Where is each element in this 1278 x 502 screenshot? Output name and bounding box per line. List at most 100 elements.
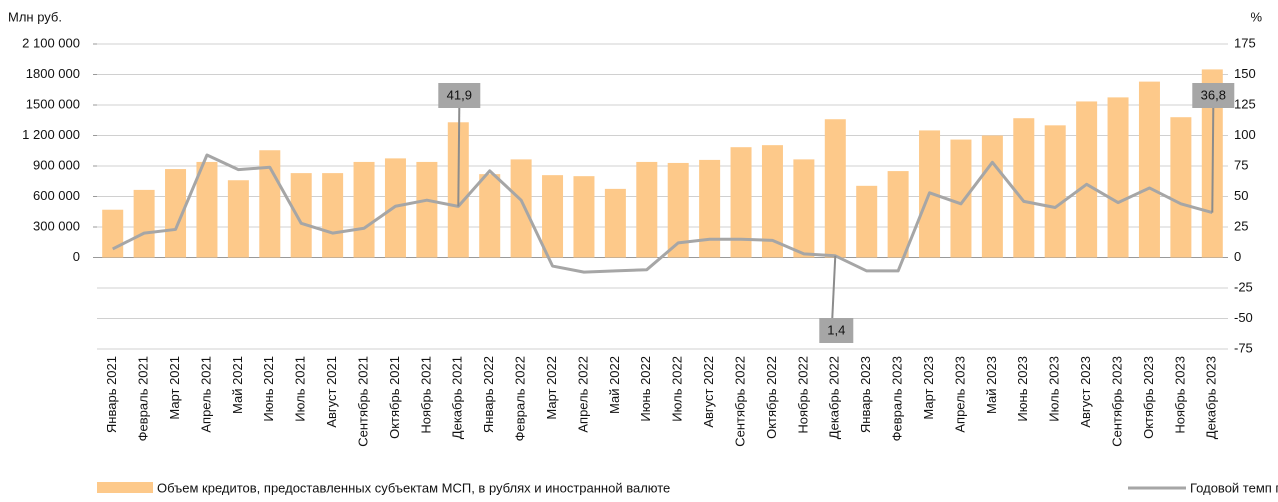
x-tick-label: Март 2021 <box>167 356 182 420</box>
bar <box>604 188 626 258</box>
callout-box <box>1192 83 1235 108</box>
x-tick-label: Январь 2021 <box>104 356 119 433</box>
x-tick-label: Сентябрь 2022 <box>732 356 747 447</box>
bar <box>730 147 752 258</box>
bar <box>1044 125 1066 258</box>
x-tick-label: Октябрь 2021 <box>387 356 402 439</box>
y-tick-label: 0 <box>73 249 80 264</box>
callout-leader <box>457 107 461 207</box>
y2-tick-label: 0 <box>1234 249 1241 264</box>
y2-tick-label: 150 <box>1234 66 1256 81</box>
x-tick-label: Ноябрь 2022 <box>795 356 810 434</box>
bar <box>1170 117 1192 258</box>
bar <box>510 159 532 258</box>
legend-label: Годовой темп прироста (правая шкала) <box>1190 480 1278 495</box>
x-tick-label: Ноябрь 2021 <box>418 356 433 434</box>
bar <box>102 209 124 258</box>
x-tick-label: Май 2022 <box>607 356 622 414</box>
y2-tick-label: 175 <box>1234 35 1256 50</box>
bar <box>981 135 1003 258</box>
bar <box>667 162 689 258</box>
x-tick-label: Сентябрь 2021 <box>355 356 370 447</box>
bar <box>761 145 783 258</box>
x-tick-label: Январь 2022 <box>481 356 496 433</box>
bar <box>196 161 218 258</box>
x-tick-label: Декабрь 2021 <box>450 356 465 439</box>
bar <box>856 185 878 258</box>
y2-axis-title: % <box>1250 9 1262 24</box>
x-tick-label: Май 2021 <box>230 356 245 414</box>
bar <box>353 161 375 258</box>
x-tick-label: Март 2022 <box>544 356 559 420</box>
bar <box>165 169 187 258</box>
y-tick-label: 1 200 000 <box>22 127 80 142</box>
data-label: 41,9 <box>447 87 472 102</box>
y2-tick-label: 75 <box>1234 157 1248 172</box>
y-tick-label: 1500 000 <box>26 96 80 111</box>
bar <box>699 159 721 258</box>
x-tick-label: Апрель 2021 <box>198 356 213 433</box>
x-tick-label: Июль 2023 <box>1047 356 1062 422</box>
x-tick-label: Май 2023 <box>984 356 999 414</box>
y2-tick-label: 25 <box>1234 218 1248 233</box>
y-tick-label: 2 100 000 <box>22 35 80 50</box>
bar <box>227 180 249 258</box>
x-tick-label: Апрель 2022 <box>575 356 590 433</box>
x-tick-label: Ноябрь 2023 <box>1172 356 1187 434</box>
bar <box>1076 101 1098 258</box>
y-tick-label: 600 000 <box>33 188 80 203</box>
y2-tick-label: 100 <box>1234 127 1256 142</box>
x-tick-label: Декабрь 2023 <box>1204 356 1219 439</box>
data-label: 36,8 <box>1201 87 1226 102</box>
bar <box>887 171 909 258</box>
bar <box>416 161 438 258</box>
bar <box>793 159 815 258</box>
x-tick-label: Август 2023 <box>1078 356 1093 428</box>
y2-tick-label: -25 <box>1234 279 1253 294</box>
y2-tick-label: 50 <box>1234 188 1248 203</box>
y-tick-label: 300 000 <box>33 218 80 233</box>
bar <box>824 119 846 258</box>
x-tick-label: Апрель 2023 <box>952 356 967 433</box>
x-tick-label: Октябрь 2023 <box>1141 356 1156 439</box>
x-tick-label: Январь 2023 <box>858 356 873 433</box>
y-tick-label: 900 000 <box>33 157 80 172</box>
bar <box>322 173 344 258</box>
x-tick-label: Октябрь 2022 <box>764 356 779 439</box>
x-tick-label: Декабрь 2022 <box>827 356 842 439</box>
bar <box>1138 81 1160 258</box>
x-tick-label: Август 2021 <box>324 356 339 428</box>
x-tick-label: Март 2023 <box>921 356 936 420</box>
y2-tick-label: -75 <box>1234 340 1253 355</box>
bar <box>542 175 564 258</box>
x-tick-label: Сентябрь 2023 <box>1109 356 1124 447</box>
callout-box <box>819 318 854 343</box>
x-tick-label: Июнь 2022 <box>638 356 653 422</box>
x-tick-label: Февраль 2021 <box>136 356 151 441</box>
bar <box>290 173 312 258</box>
bar <box>950 139 972 258</box>
x-tick-label: Февраль 2022 <box>513 356 528 441</box>
x-tick-label: Февраль 2023 <box>890 356 905 441</box>
y2-tick-label: -50 <box>1234 310 1253 325</box>
callout-box <box>438 83 481 108</box>
bar <box>479 174 501 258</box>
y2-tick-label: 125 <box>1234 96 1256 111</box>
x-tick-label: Июль 2022 <box>670 356 685 422</box>
callout-leader <box>1211 107 1215 213</box>
legend-label: Объем кредитов, предоставленных субъекта… <box>157 480 670 495</box>
x-tick-label: Июнь 2021 <box>261 356 276 422</box>
legend-swatch <box>97 482 153 493</box>
x-tick-label: Июнь 2023 <box>1015 356 1030 422</box>
x-tick-label: Август 2022 <box>701 356 716 428</box>
line <box>112 153 1213 274</box>
x-tick-label: Июль 2021 <box>293 356 308 422</box>
bar <box>636 161 658 258</box>
y-tick-label: 1800 000 <box>26 66 80 81</box>
bar <box>1013 118 1035 258</box>
callout-leader <box>831 255 837 319</box>
data-label: 1,4 <box>827 322 845 337</box>
bar <box>133 189 155 258</box>
y-axis-title: Млн руб. <box>8 9 62 24</box>
